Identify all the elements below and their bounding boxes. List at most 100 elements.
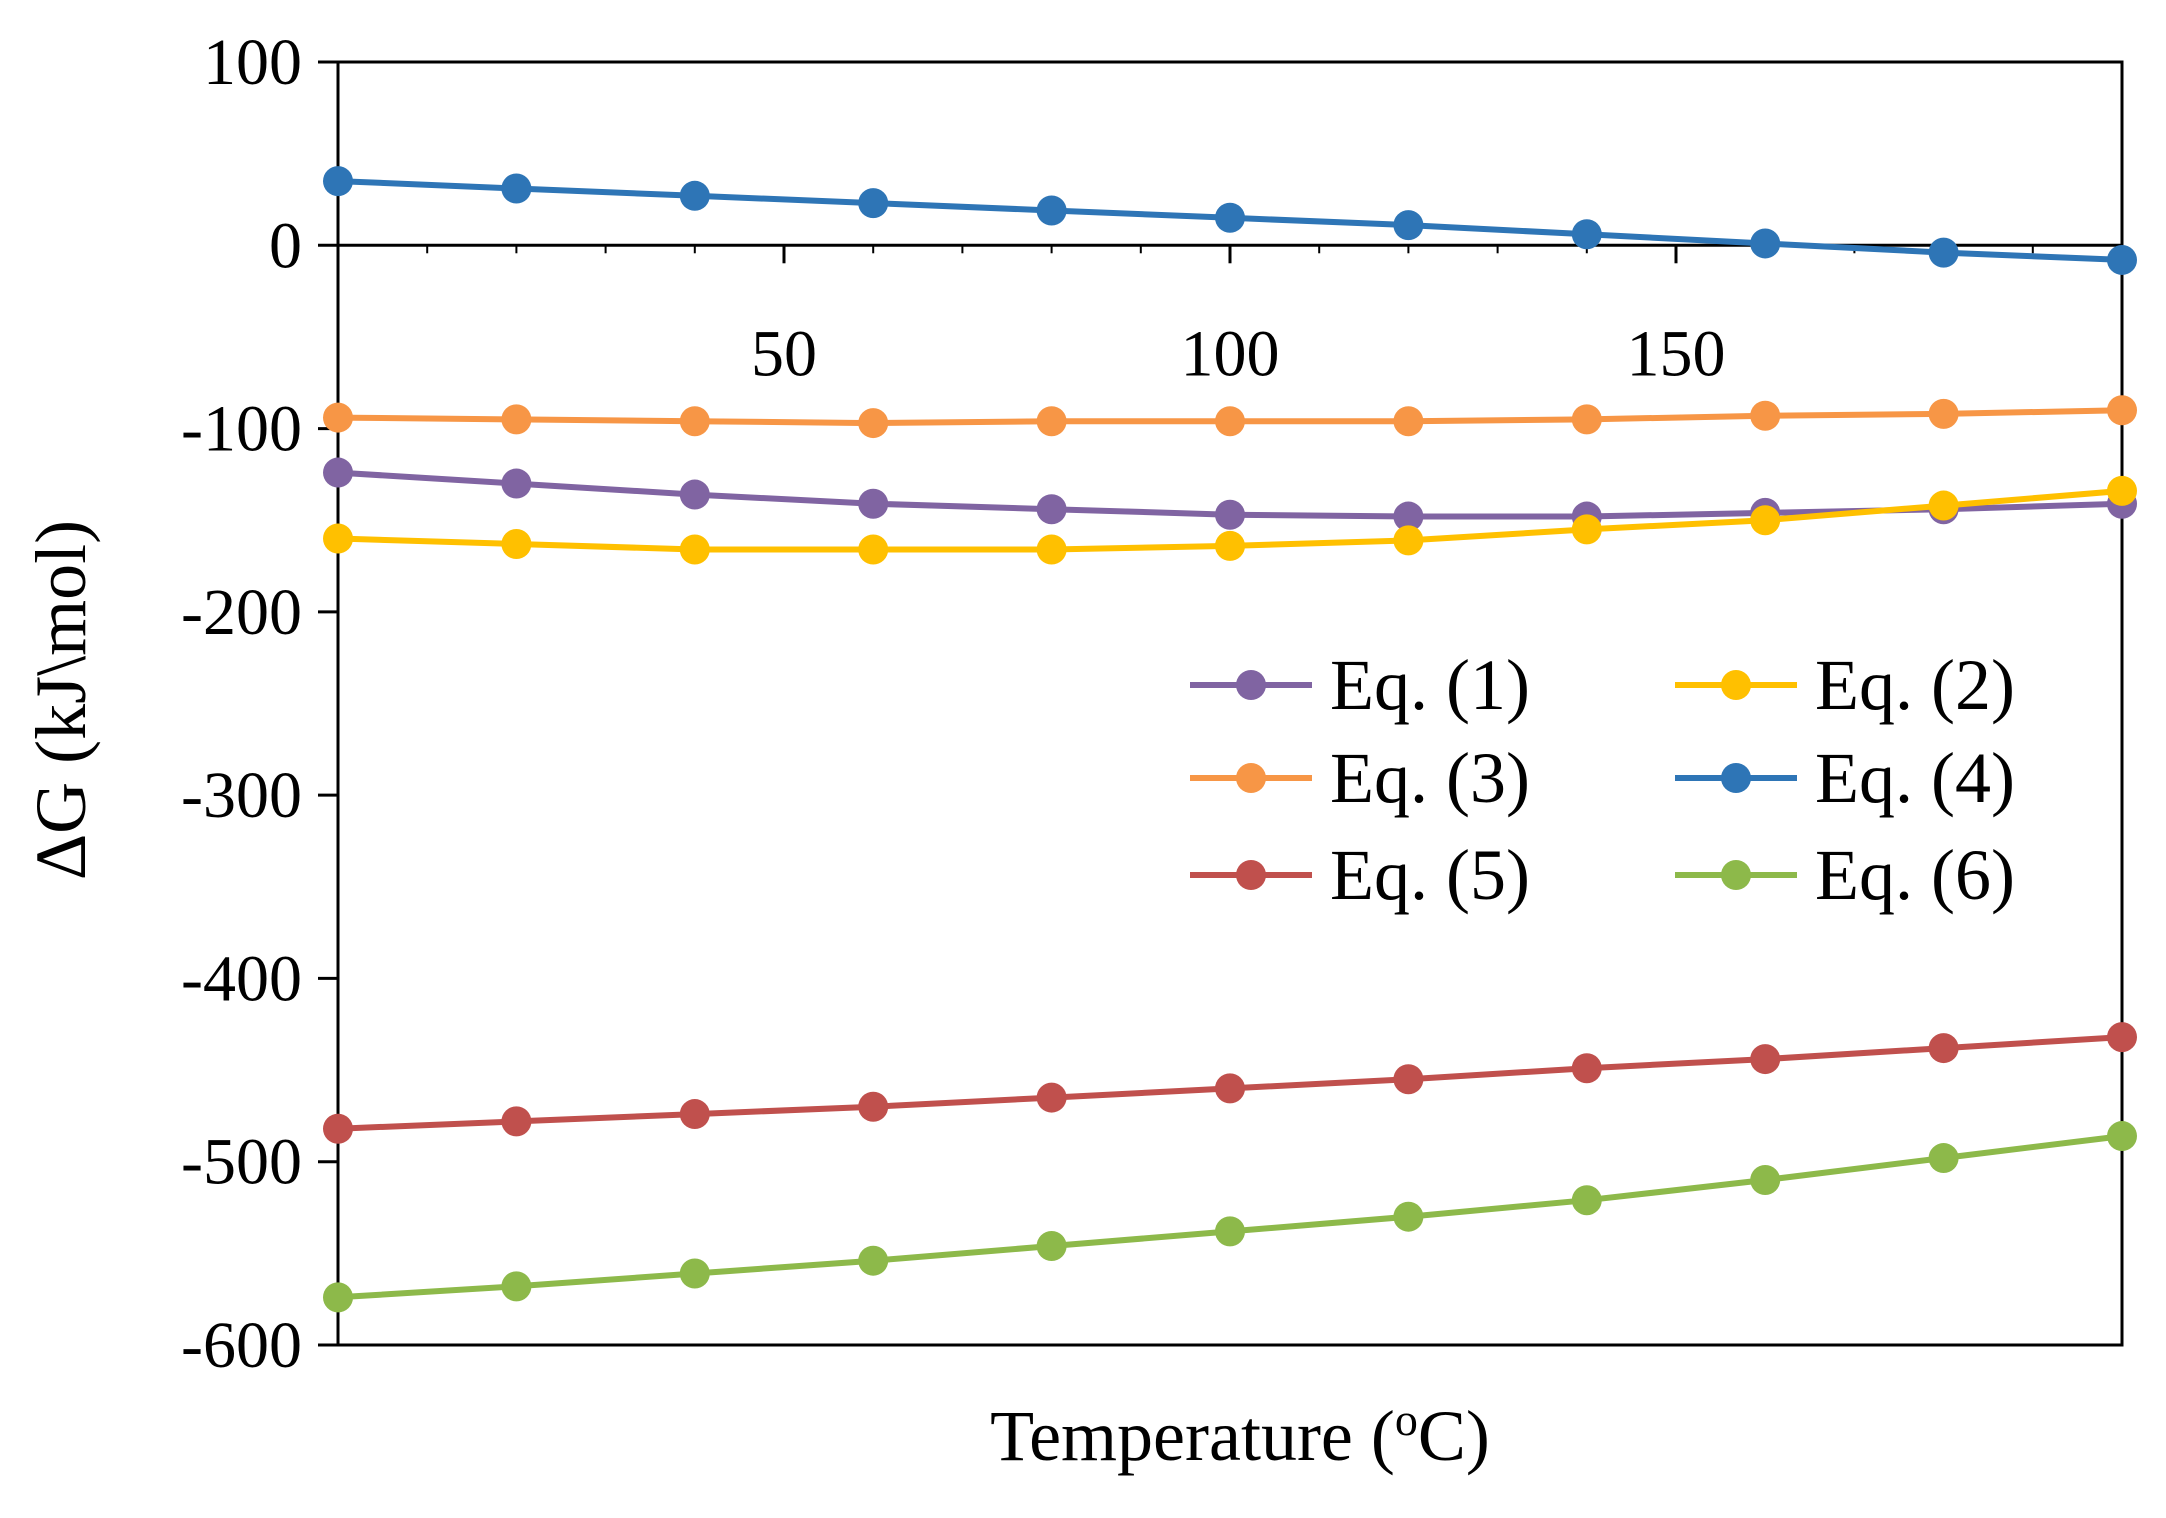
data-point: [501, 1106, 532, 1137]
legend-swatch-marker: [1721, 670, 1751, 700]
data-point: [1928, 490, 1959, 521]
series-4: [323, 166, 2137, 275]
x-axis-title: Temperature (oC): [990, 1394, 1490, 1477]
data-point: [1036, 406, 1067, 437]
data-point: [858, 534, 889, 565]
data-point: [1393, 501, 1424, 532]
legend-swatch-marker: [1236, 670, 1266, 700]
series-3: [323, 395, 2137, 439]
data-point: [1215, 406, 1245, 437]
legend-swatch-marker: [1236, 763, 1266, 793]
data-point: [1215, 1073, 1245, 1104]
legend-label: Eq. (6): [1815, 835, 2015, 915]
series-5: [323, 1022, 2137, 1144]
data-point: [501, 529, 532, 560]
data-point: [323, 166, 353, 197]
data-point: [1750, 1165, 1781, 1196]
data-point: [1215, 530, 1245, 561]
data-point: [1393, 525, 1424, 556]
legend-swatch-marker: [1721, 860, 1751, 890]
data-point: [1215, 499, 1245, 530]
data-point: [858, 408, 889, 439]
data-point: [501, 173, 532, 204]
data-point: [2107, 1022, 2137, 1053]
data-point: [1036, 494, 1067, 525]
data-point: [858, 1245, 889, 1276]
y-axis-title: ΔG (kJ\mol): [21, 520, 101, 880]
legend-item: Eq. (1): [1190, 645, 1530, 725]
series-6: [323, 1121, 2137, 1313]
data-point: [323, 1113, 353, 1144]
y-tick-label: -600: [181, 1309, 302, 1382]
data-point: [1571, 219, 1602, 250]
data-point: [323, 523, 353, 554]
data-point: [858, 488, 889, 519]
data-point: [1571, 1053, 1602, 1084]
y-tick-label: -200: [181, 576, 302, 649]
data-point: [323, 457, 353, 488]
data-point: [1928, 237, 1959, 268]
data-point: [1036, 195, 1067, 226]
data-point: [679, 1099, 710, 1130]
legend-label: Eq. (3): [1330, 738, 1530, 818]
data-point: [679, 534, 710, 565]
legend-label: Eq. (4): [1815, 738, 2015, 818]
y-tick-label: -100: [181, 393, 302, 466]
data-point: [2107, 1121, 2137, 1152]
data-point: [1393, 1064, 1424, 1095]
y-tick-label: -400: [181, 942, 302, 1015]
plot-area: [323, 166, 2137, 1313]
data-point: [1750, 400, 1781, 431]
data-point: [1928, 1033, 1959, 1064]
data-point: [2107, 475, 2137, 506]
data-point: [1750, 1044, 1781, 1075]
data-point: [1571, 514, 1602, 545]
data-point: [2107, 395, 2137, 426]
data-point: [679, 180, 710, 211]
x-axis-title-prefix: Temperature (: [990, 1396, 1395, 1476]
legend-label: Eq. (1): [1330, 645, 1530, 725]
data-point: [858, 188, 889, 219]
legend-item: Eq. (5): [1190, 835, 1530, 915]
data-point: [1215, 202, 1245, 233]
legend-swatch-marker: [1721, 763, 1751, 793]
legend-item: Eq. (2): [1675, 645, 2015, 725]
data-point: [501, 1271, 532, 1302]
x-tick-label: 100: [1181, 317, 1280, 390]
data-point: [1750, 505, 1781, 536]
x-tick-label: 50: [751, 317, 817, 390]
plot-frame: [336, 60, 2124, 1347]
series-2: [323, 475, 2137, 565]
data-point: [501, 404, 532, 435]
x-axis-title-degree: o: [1395, 1394, 1418, 1445]
series-1: [323, 457, 2137, 532]
data-point: [501, 468, 532, 499]
data-point: [1036, 534, 1067, 565]
data-point: [1393, 406, 1424, 437]
data-point: [679, 479, 710, 510]
axes: 100 0 -100 -200 -300 -400 -500 -600 50 100 150: [181, 26, 2124, 1382]
data-point: [2107, 244, 2137, 275]
data-point: [1215, 1216, 1245, 1247]
y-tick-label: -500: [181, 1126, 302, 1199]
legend-swatch-marker: [1236, 860, 1266, 890]
data-point: [1928, 398, 1959, 429]
y-tick-label: 0: [269, 209, 302, 282]
x-tick-label: 150: [1627, 317, 1726, 390]
data-point: [1036, 1231, 1067, 1262]
legend-item: Eq. (4): [1675, 738, 2015, 818]
data-point: [1393, 1201, 1424, 1232]
legend-label: Eq. (2): [1815, 645, 2015, 725]
data-point: [1750, 228, 1781, 259]
x-axis-title-suffix: C): [1418, 1396, 1490, 1476]
data-point: [1036, 1082, 1067, 1113]
legend-label: Eq. (5): [1330, 835, 1530, 915]
data-point: [679, 406, 710, 437]
legend: Eq. (1) Eq. (2) Eq. (3) Eq. (4) Eq. (5) Eq. (…: [1190, 645, 2015, 915]
legend-item: Eq. (3): [1190, 738, 1530, 818]
y-tick-label: 100: [203, 26, 302, 99]
data-point: [1571, 1185, 1602, 1216]
data-point: [323, 402, 353, 433]
data-point: [1393, 210, 1424, 241]
